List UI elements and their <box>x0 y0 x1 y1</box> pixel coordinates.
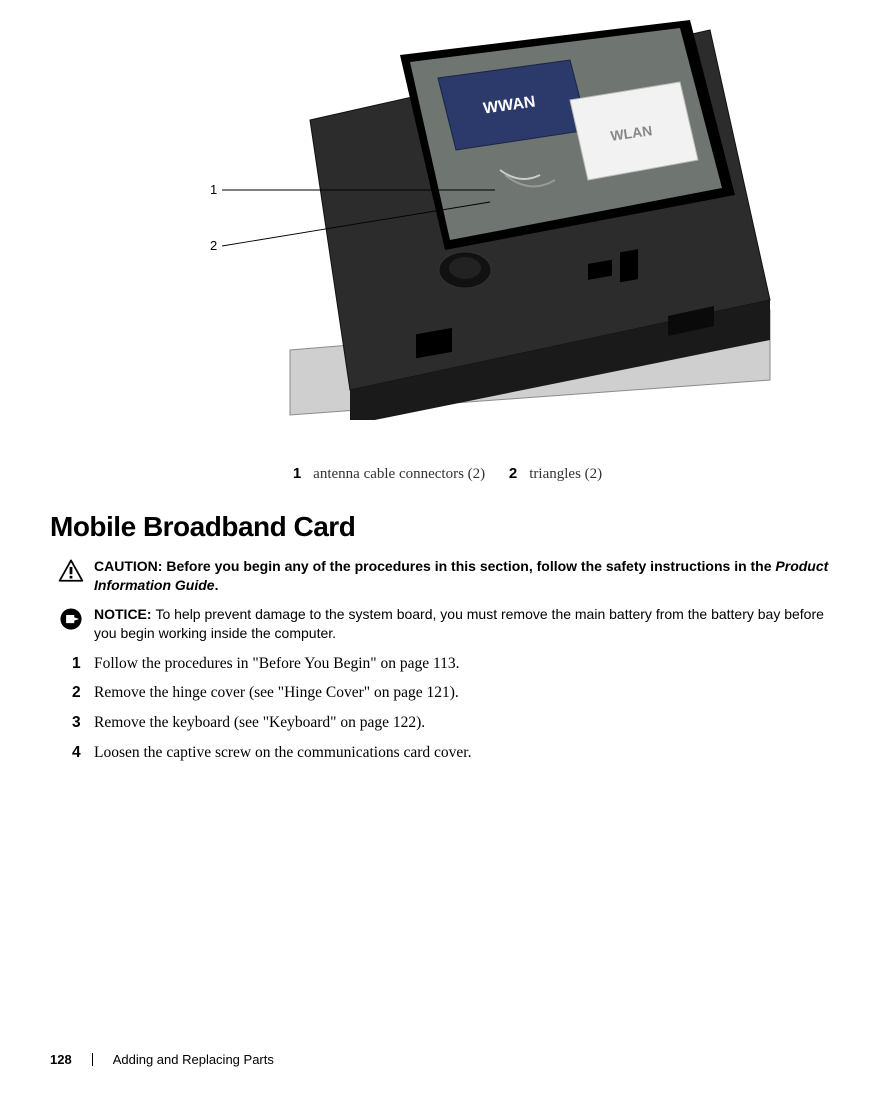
footer-page-number: 128 <box>50 1052 72 1067</box>
device-illustration: WWAN WLAN <box>270 20 790 420</box>
caution-block: CAUTION: Before you begin any of the pro… <box>50 557 845 595</box>
footer-separator <box>92 1053 93 1066</box>
figure-area: WWAN WLAN 1 2 <box>50 20 845 440</box>
caution-tail: . <box>215 577 219 593</box>
footer-section-title: Adding and Replacing Parts <box>113 1052 274 1067</box>
callout-label-1: 1 <box>210 182 217 197</box>
caution-icon <box>58 558 84 584</box>
page-footer: 128 Adding and Replacing Parts <box>50 1052 274 1067</box>
notice-body: To help prevent damage to the system boa… <box>94 606 824 641</box>
legend-text-2: triangles (2) <box>529 466 602 482</box>
step-text: Loosen the captive screw on the communic… <box>94 742 471 764</box>
step-text: Remove the keyboard (see "Keyboard" on p… <box>94 712 425 734</box>
step-num: 2 <box>72 682 94 704</box>
step-item: 2 Remove the hinge cover (see "Hinge Cov… <box>72 682 845 704</box>
caution-text: CAUTION: Before you begin any of the pro… <box>94 557 845 595</box>
notice-lead: NOTICE: <box>94 606 155 622</box>
step-num: 1 <box>72 653 94 675</box>
notice-icon <box>58 606 84 632</box>
section-heading: Mobile Broadband Card <box>50 511 845 543</box>
steps-list: 1 Follow the procedures in "Before You B… <box>50 653 845 764</box>
callout-label-2: 2 <box>210 238 217 253</box>
step-item: 4 Loosen the captive screw on the commun… <box>72 742 845 764</box>
step-num: 4 <box>72 742 94 764</box>
caution-body: Before you begin any of the procedures i… <box>166 558 775 574</box>
step-text: Follow the procedures in "Before You Beg… <box>94 653 460 675</box>
step-item: 3 Remove the keyboard (see "Keyboard" on… <box>72 712 845 734</box>
caution-lead: CAUTION: <box>94 558 166 574</box>
notice-block: NOTICE: To help prevent damage to the sy… <box>50 605 845 643</box>
legend-text-1: antenna cable connectors (2) <box>313 466 485 482</box>
notice-text: NOTICE: To help prevent damage to the sy… <box>94 605 845 643</box>
step-text: Remove the hinge cover (see "Hinge Cover… <box>94 682 459 704</box>
figure-legend: 1 antenna cable connectors (2) 2 triangles… <box>50 465 845 483</box>
legend-num-2: 2 <box>509 465 517 482</box>
step-item: 1 Follow the procedures in "Before You B… <box>72 653 845 675</box>
step-num: 3 <box>72 712 94 734</box>
legend-num-1: 1 <box>293 465 301 482</box>
